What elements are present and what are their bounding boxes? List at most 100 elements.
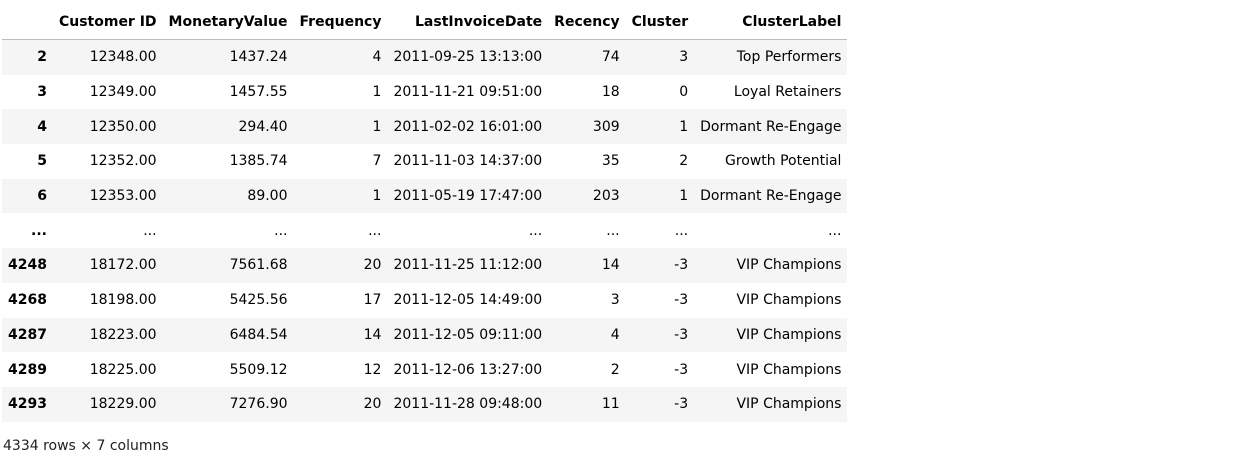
- table-row: 4248 18172.00 7561.68 20 2011-11-25 11:12:00…: [2, 248, 848, 283]
- cluster-cell: 1: [679, 118, 689, 135]
- last-invoice-date-cell: 2011-09-25 13:13:00: [393, 49, 543, 66]
- cluster-label-cell: VIP Champions: [736, 292, 842, 309]
- recency-cell: 3: [610, 292, 620, 309]
- row-index: 5: [37, 153, 47, 170]
- table-row: 5 12352.00 1385.74 7 2011-11-03 14:37:00 35 2 G…: [2, 144, 848, 179]
- last-invoice-date-cell: 2011-12-05 14:49:00: [393, 292, 543, 309]
- recency-cell: 74: [601, 49, 620, 66]
- recency-cell: 309: [592, 118, 620, 135]
- column-header-recency: Recency: [548, 5, 626, 40]
- last-invoice-date-cell: 2011-11-25 11:12:00: [393, 257, 543, 274]
- recency-cell: 14: [601, 257, 620, 274]
- cluster-cell: ...: [674, 222, 689, 239]
- frequency-cell: 17: [363, 292, 382, 309]
- cluster-label-cell: ...: [828, 222, 842, 239]
- frequency-cell: 20: [363, 396, 382, 413]
- cluster-label-cell: VIP Champions: [736, 326, 842, 343]
- cluster-label-cell: Dormant Re-Engage: [700, 118, 842, 135]
- last-invoice-date-cell: ...: [528, 222, 543, 239]
- monetary-value-cell: 1385.74: [229, 153, 288, 170]
- column-header-monetary-value: MonetaryValue: [162, 5, 294, 40]
- customer-id-cell: 18198.00: [89, 292, 157, 309]
- frequency-cell: 7: [372, 153, 382, 170]
- recency-cell: 4: [610, 326, 620, 343]
- recency-cell: 35: [601, 153, 620, 170]
- cluster-cell: 3: [679, 49, 689, 66]
- frequency-cell: 1: [372, 188, 382, 205]
- customer-id-cell: 18225.00: [89, 361, 157, 378]
- row-index: 4289: [8, 361, 47, 378]
- cluster-label-cell: VIP Champions: [736, 361, 842, 378]
- last-invoice-date-cell: 2011-02-02 16:01:00: [393, 118, 543, 135]
- frequency-cell: 1: [372, 84, 382, 101]
- row-index: 4293: [8, 396, 47, 413]
- monetary-value-cell: 1437.24: [229, 49, 288, 66]
- customer-id-cell: 12348.00: [89, 49, 157, 66]
- monetary-value-cell: 5509.12: [229, 361, 288, 378]
- frequency-cell: ...: [368, 222, 382, 239]
- customer-id-cell: 18229.00: [89, 396, 157, 413]
- table-body: 2 12348.00 1437.24 4 2011-09-25 13:13:00 74 3 T…: [2, 39, 848, 422]
- customer-id-cell: ...: [143, 222, 157, 239]
- customer-id-cell: 18223.00: [89, 326, 157, 343]
- last-invoice-date-cell: 2011-12-06 13:27:00: [393, 361, 543, 378]
- row-index: 2: [37, 49, 47, 66]
- table-row: 4289 18225.00 5509.12 12 2011-12-06 13:27:00…: [2, 352, 848, 387]
- row-index: 4287: [8, 326, 47, 343]
- customer-id-cell: 12350.00: [89, 118, 157, 135]
- frequency-cell: 20: [363, 257, 382, 274]
- header-row: Customer ID MonetaryValue Frequency Last…: [2, 5, 848, 40]
- dataframe-table: Customer ID MonetaryValue Frequency Last…: [2, 5, 848, 422]
- cluster-cell: -3: [674, 396, 689, 413]
- column-header-cluster: Cluster: [625, 5, 695, 40]
- row-index: ...: [31, 222, 47, 239]
- monetary-value-cell: 89.00: [247, 188, 288, 205]
- cluster-cell: -3: [674, 326, 689, 343]
- recency-cell: 203: [592, 188, 620, 205]
- table-row: ........................: [2, 213, 848, 249]
- frequency-cell: 4: [372, 49, 382, 66]
- last-invoice-date-cell: 2011-12-05 09:11:00: [393, 326, 543, 343]
- cluster-label-cell: Growth Potential: [724, 153, 842, 170]
- row-index: 3: [37, 84, 47, 101]
- row-index: 4248: [8, 257, 47, 274]
- table-row: 4268 18198.00 5425.56 17 2011-12-05 14:49:00…: [2, 282, 848, 318]
- customer-id-cell: 12353.00: [89, 188, 157, 205]
- last-invoice-date-cell: 2011-11-28 09:48:00: [393, 396, 543, 413]
- table-row: 2 12348.00 1437.24 4 2011-09-25 13:13:00 74 3 T…: [2, 39, 848, 75]
- table-row: 4287 18223.00 6484.54 14 2011-12-05 09:11:00…: [2, 317, 848, 353]
- last-invoice-date-cell: 2011-05-19 17:47:00: [393, 188, 543, 205]
- last-invoice-date-cell: 2011-11-21 09:51:00: [393, 84, 543, 101]
- column-header-customer-id: Customer ID: [52, 5, 163, 40]
- monetary-value-cell: 7276.90: [229, 396, 288, 413]
- row-index: 4: [37, 118, 47, 135]
- recency-cell: 18: [601, 84, 620, 101]
- cluster-cell: -3: [674, 361, 689, 378]
- cluster-label-cell: VIP Champions: [736, 396, 842, 413]
- dataframe-shape-text: 4334 rows × 7 columns: [3, 438, 169, 454]
- frequency-cell: 14: [363, 326, 382, 343]
- row-index: 4268: [8, 292, 47, 309]
- cluster-cell: -3: [674, 257, 689, 274]
- row-index: 6: [37, 188, 47, 205]
- table-row: 4 12350.00 294.40 1 2011-02-02 16:01:00 309 1 D…: [2, 109, 848, 145]
- column-header-cluster-label: ClusterLabel: [694, 5, 848, 40]
- monetary-value-cell: 5425.56: [229, 292, 288, 309]
- monetary-value-cell: 1457.55: [229, 84, 288, 101]
- dataframe-output: Customer ID MonetaryValue Frequency Last…: [2, 5, 848, 422]
- cluster-cell: -3: [674, 292, 689, 309]
- monetary-value-cell: ...: [274, 222, 288, 239]
- cluster-cell: 2: [679, 153, 689, 170]
- monetary-value-cell: 6484.54: [229, 326, 288, 343]
- cluster-label-cell: Top Performers: [736, 49, 842, 66]
- last-invoice-date-cell: 2011-11-03 14:37:00: [393, 153, 543, 170]
- customer-id-cell: 12349.00: [89, 84, 157, 101]
- cluster-cell: 0: [679, 84, 689, 101]
- frequency-cell: 12: [363, 361, 382, 378]
- recency-cell: ...: [606, 222, 620, 239]
- table-row: 4293 18229.00 7276.90 20 2011-11-28 09:48:00…: [2, 386, 848, 422]
- customer-id-cell: 18172.00: [89, 257, 157, 274]
- monetary-value-cell: 7561.68: [229, 257, 288, 274]
- column-header-frequency: Frequency: [293, 5, 388, 40]
- frequency-cell: 1: [372, 118, 382, 135]
